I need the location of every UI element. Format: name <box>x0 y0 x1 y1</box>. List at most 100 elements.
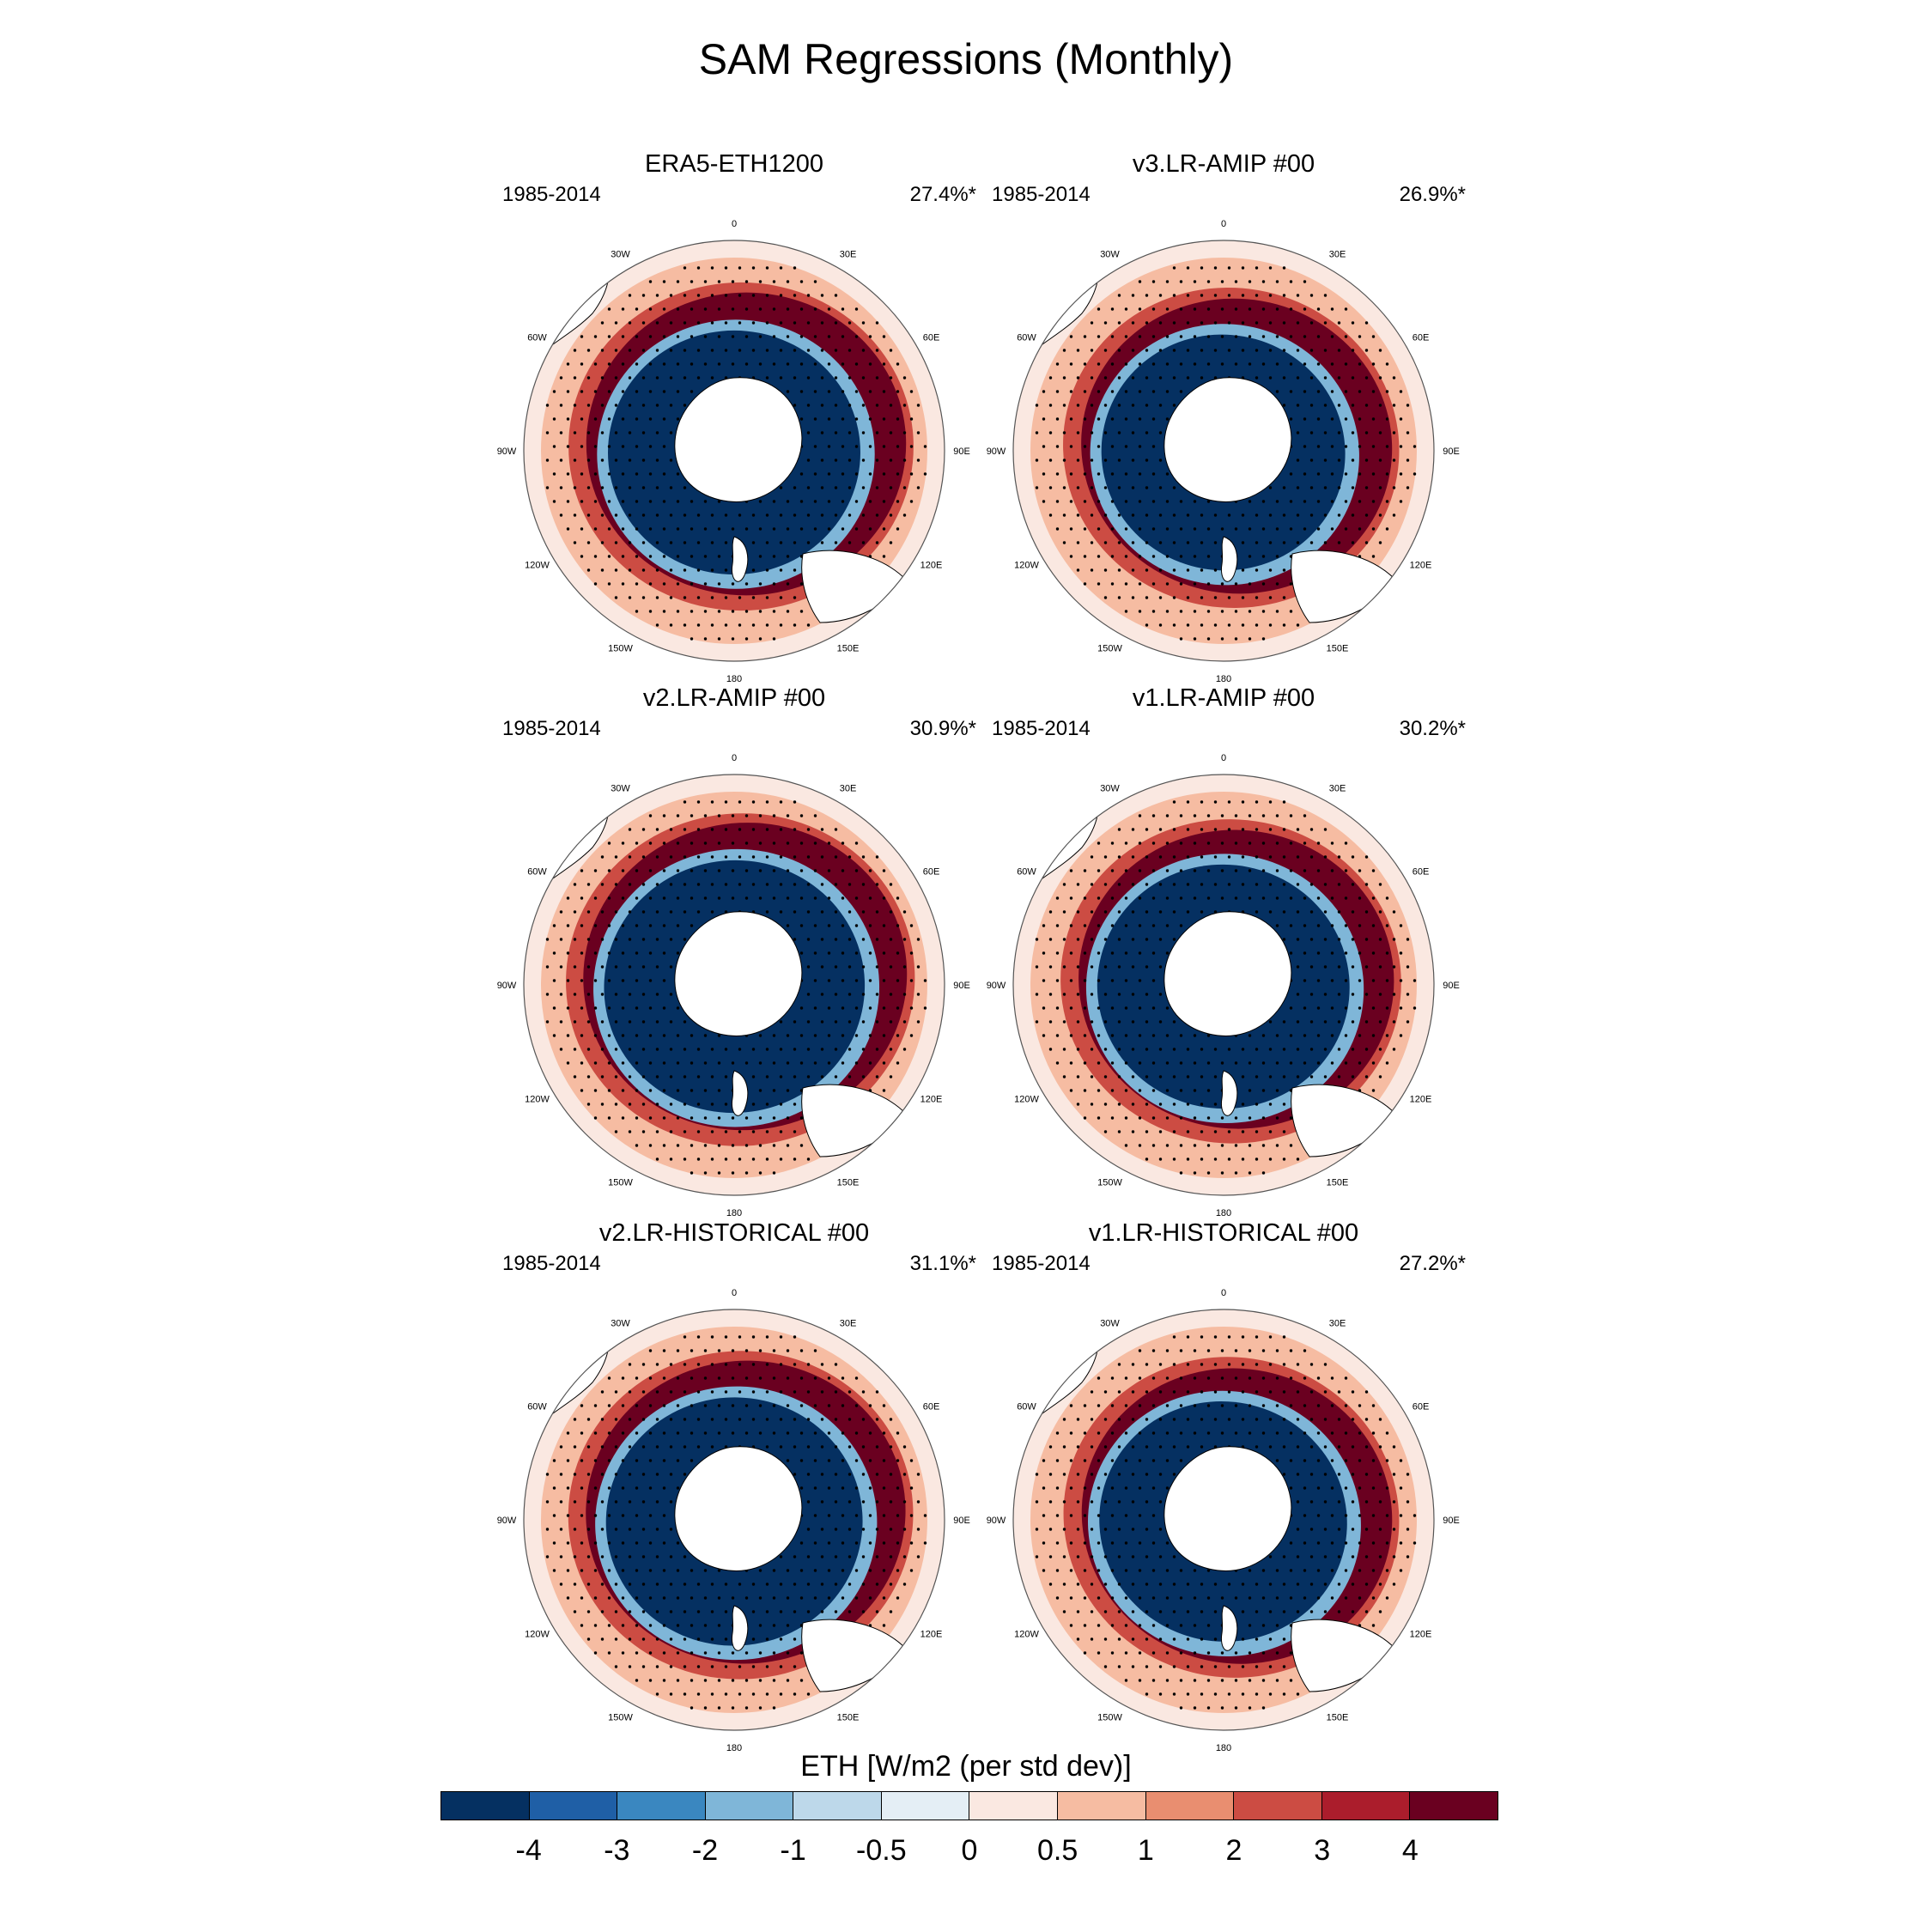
stipple-dot <box>1048 459 1053 462</box>
stipple-dot <box>902 513 907 517</box>
stipple-dot <box>738 828 742 831</box>
stipple-dot <box>1351 1473 1355 1476</box>
stipple-dot <box>559 1020 563 1024</box>
stipple-dot <box>1062 1020 1066 1024</box>
stipple-dot <box>1399 1486 1403 1490</box>
stipple-dot <box>1316 362 1321 366</box>
stipple-dot <box>1303 335 1307 338</box>
stipple-dot <box>1151 417 1156 421</box>
stipple-dot <box>607 390 611 393</box>
stipple-dot <box>683 1473 687 1476</box>
stipple-dot <box>882 1569 886 1572</box>
stipple-dot <box>1172 321 1176 325</box>
stipple-dot <box>1309 910 1314 914</box>
stipple-dot <box>772 1404 776 1407</box>
stipple-dot <box>1255 1335 1259 1339</box>
stipple-dot <box>1303 1061 1307 1065</box>
stipple-dot <box>1097 445 1101 448</box>
stipple-dot <box>614 1528 618 1531</box>
stipple-dot <box>710 596 714 599</box>
stipple-dot <box>690 924 694 927</box>
stipple-dot <box>1261 280 1266 283</box>
stipple-dot <box>1069 1569 1073 1572</box>
stipple-dot <box>779 855 783 859</box>
stipple-dot <box>1323 1418 1327 1421</box>
stipple-dot <box>648 1459 653 1462</box>
stipple-dot <box>909 1459 914 1462</box>
stipple-dot <box>1358 335 1362 338</box>
stipple-dot <box>1145 855 1149 859</box>
stipple-dot <box>1296 828 1300 831</box>
stipple-dot <box>1413 1541 1417 1545</box>
stipple-dot <box>586 1528 591 1531</box>
stipple-dot <box>861 1583 866 1586</box>
stipple-dot <box>1337 1583 1341 1586</box>
stipple-dot <box>1206 280 1211 283</box>
stipple-dot <box>896 1541 900 1545</box>
stipple-dot <box>717 1061 721 1065</box>
stipple-dot <box>1200 596 1204 599</box>
stipple-dot <box>1145 1637 1149 1641</box>
stipple-dot <box>662 582 666 586</box>
stipple-dot <box>586 993 591 996</box>
stipple-dot <box>1158 1473 1163 1476</box>
stipple-dot <box>1138 1541 1142 1545</box>
stipple-dot <box>1110 417 1115 421</box>
stipple-dot <box>1124 1006 1128 1010</box>
stipple-dot <box>710 266 714 270</box>
stipple-dot <box>662 924 666 927</box>
stipple-dot <box>648 1061 653 1065</box>
stipple-dot <box>806 486 811 489</box>
stipple-dot <box>593 472 598 476</box>
stipple-dot <box>1165 869 1170 872</box>
stipple-dot <box>552 390 556 393</box>
stipple-dot <box>717 814 721 817</box>
stipple-dot <box>1220 362 1224 366</box>
stipple-dot <box>1268 1157 1273 1161</box>
stipple-dot <box>1172 1335 1176 1339</box>
stipple-dot <box>1316 979 1321 982</box>
stipple-dot <box>806 1157 811 1161</box>
stipple-dot <box>696 513 701 517</box>
longitude-label: 60E <box>923 1402 940 1413</box>
stipple-dot <box>751 1048 756 1051</box>
longitude-label: 90E <box>953 1516 970 1526</box>
stipple-dot <box>1151 1404 1156 1407</box>
stipple-dot <box>600 965 605 969</box>
stipple-dot <box>1316 472 1321 476</box>
stipple-dot <box>1206 500 1211 503</box>
stipple-dot <box>1364 321 1369 325</box>
stipple-dot <box>889 376 893 380</box>
stipple-dot <box>731 814 735 817</box>
stipple-dot <box>1255 828 1259 831</box>
stipple-dot <box>1151 1116 1156 1120</box>
stipple-dot <box>655 1418 659 1421</box>
stipple-dot <box>765 623 769 627</box>
stipple-dot <box>882 951 886 955</box>
stipple-dot <box>1227 883 1231 886</box>
colorbar-label: -4 <box>515 1834 542 1867</box>
stipple-dot <box>1316 445 1321 448</box>
stipple-dot <box>779 1048 783 1051</box>
stipple-dot <box>806 623 811 627</box>
stipple-dot <box>1296 459 1300 462</box>
stipple-dot <box>1165 500 1170 503</box>
stipple-dot <box>690 362 694 366</box>
stipple-dot <box>1069 527 1073 531</box>
stipple-dot <box>861 349 866 352</box>
stipple-dot <box>676 924 680 927</box>
stipple-dot <box>799 951 804 955</box>
stipple-dot <box>765 1048 769 1051</box>
stipple-dot <box>1186 376 1190 380</box>
stipple-dot <box>1124 417 1128 421</box>
stipple-dot <box>1165 1651 1170 1655</box>
stipple-dot <box>744 1431 749 1435</box>
stipple-dot <box>731 1431 735 1435</box>
stipple-dot <box>607 1541 611 1545</box>
stipple-dot <box>1241 349 1245 352</box>
stipple-dot <box>1069 472 1073 476</box>
stipple-dot <box>648 1144 653 1147</box>
panel-period: 1985-2014 <box>992 183 1091 206</box>
stipple-dot <box>724 294 728 297</box>
stipple-dot <box>1117 1390 1121 1394</box>
